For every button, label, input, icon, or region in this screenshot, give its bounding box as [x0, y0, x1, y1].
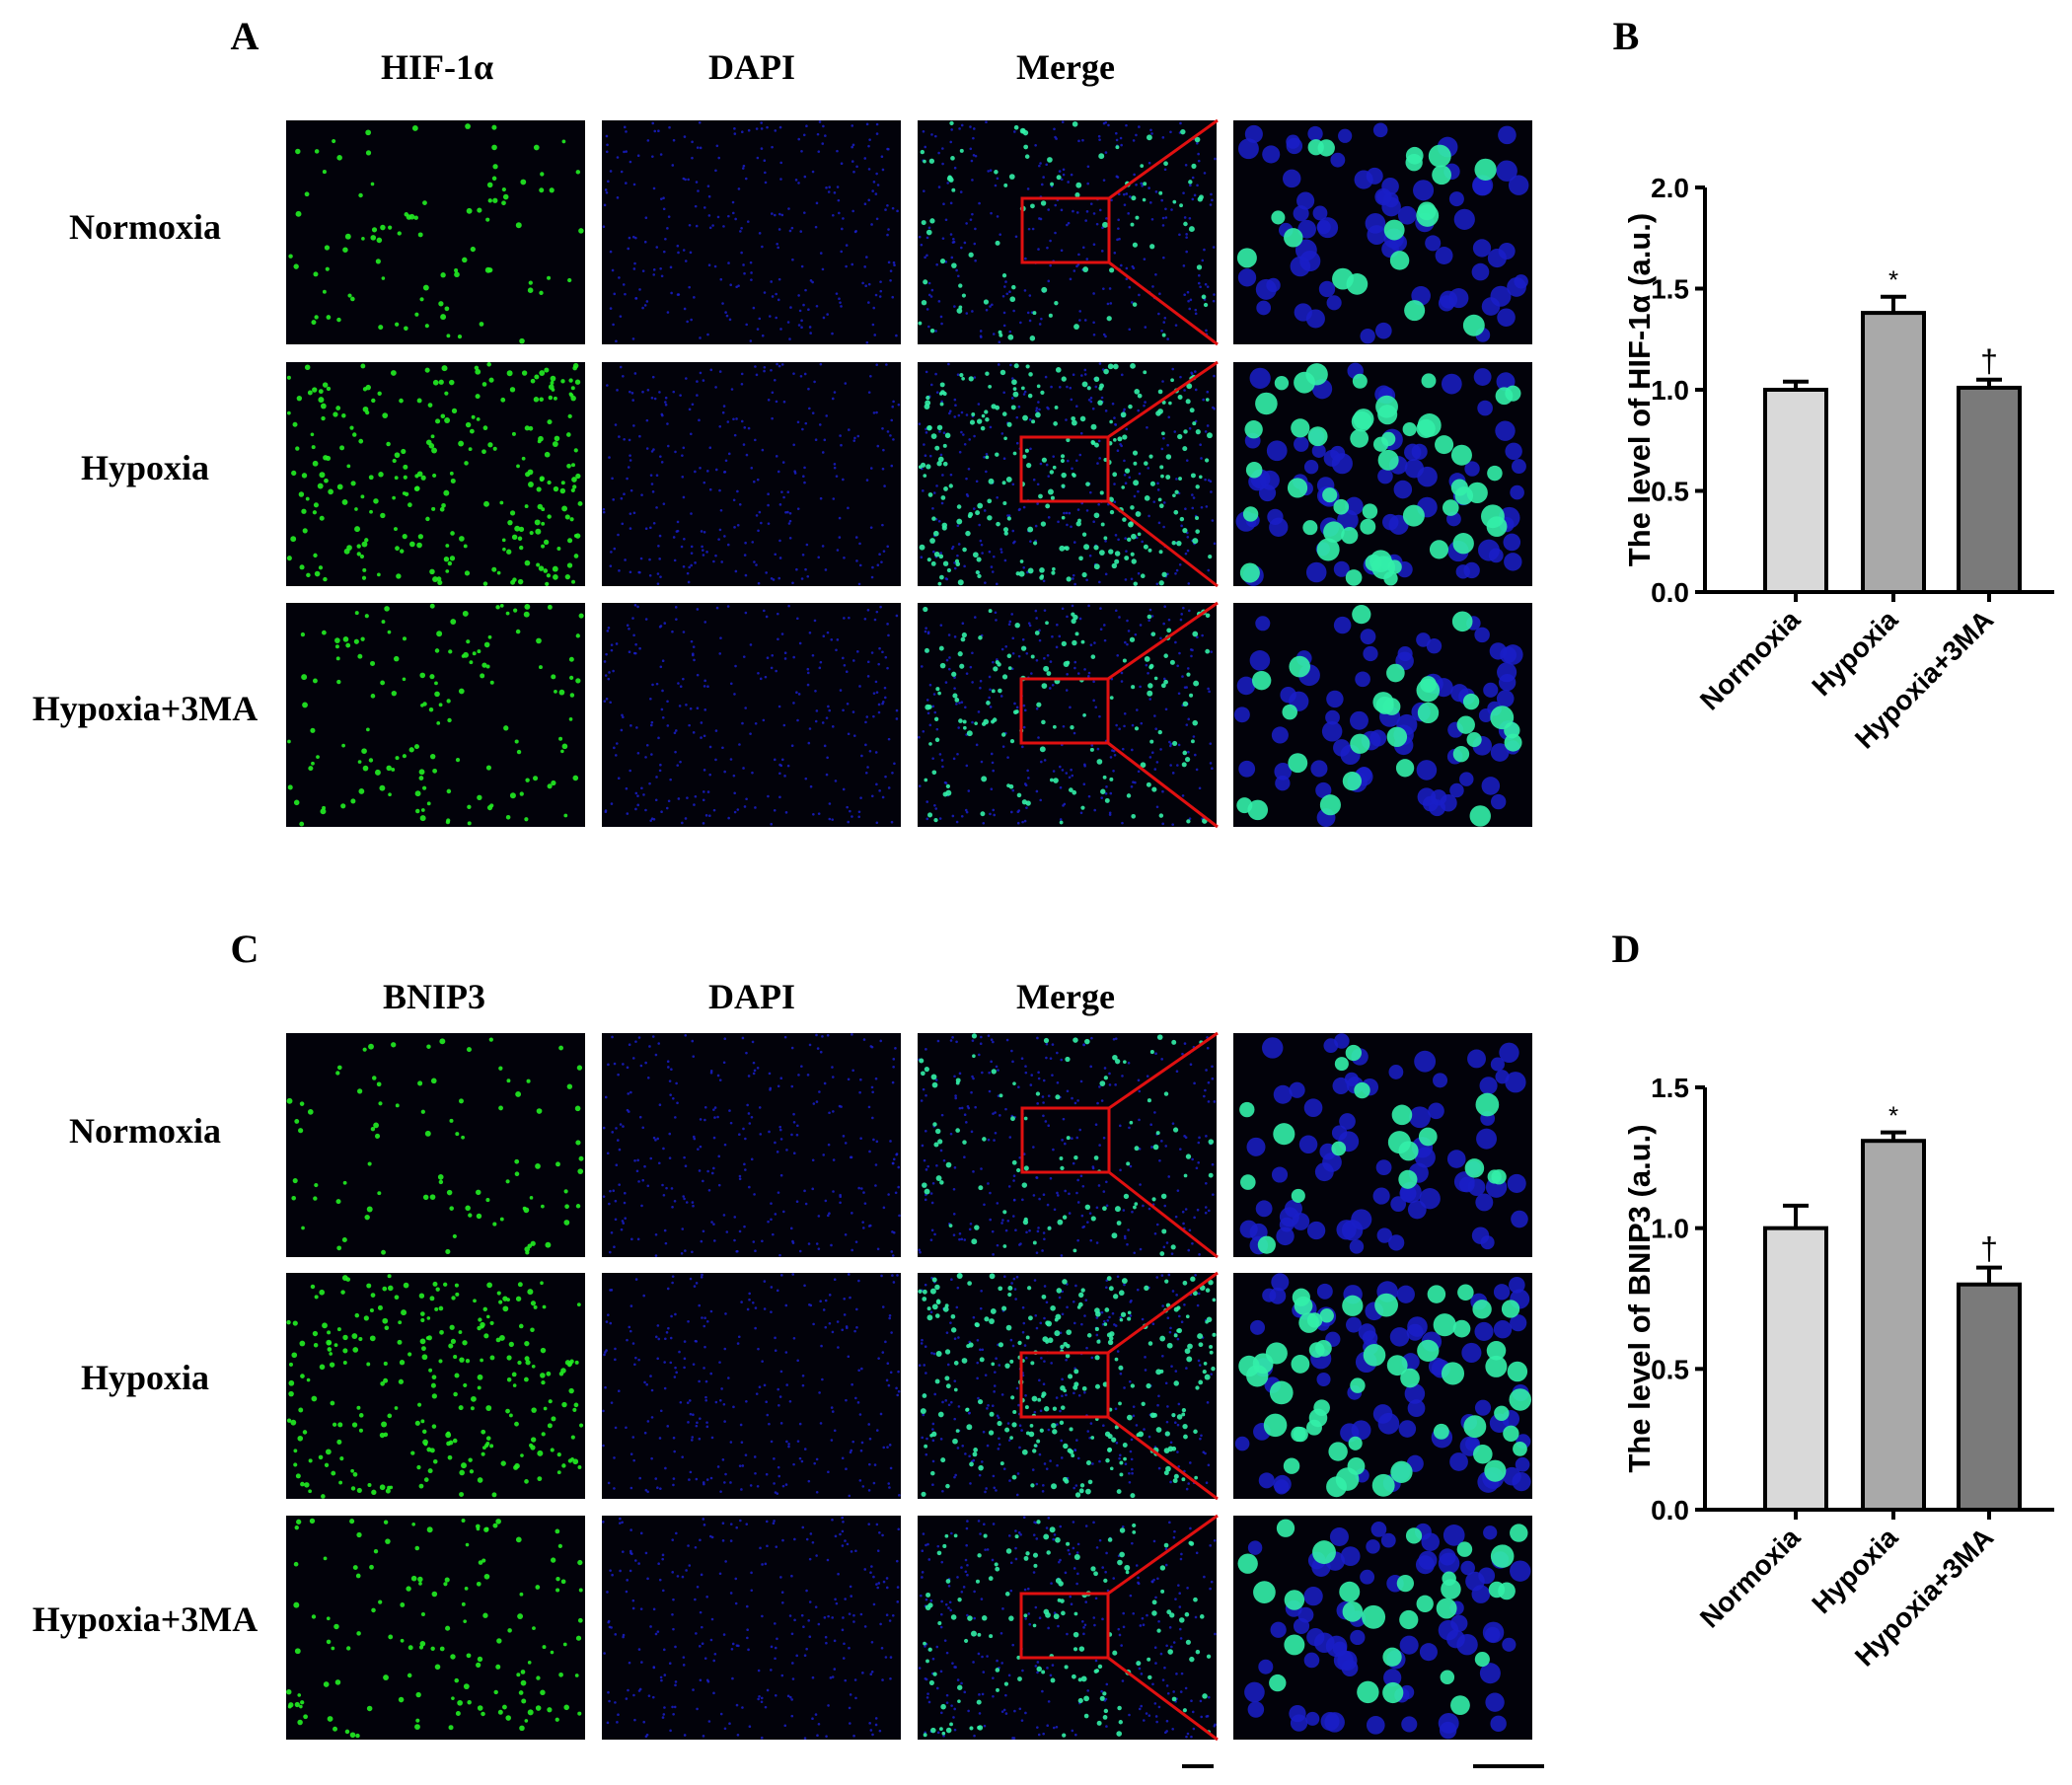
y-tick-label: 1.0 [1651, 375, 1689, 406]
bar [1957, 385, 2022, 595]
panel-c-tile-r1-c4 [1233, 1033, 1532, 1257]
panel-a-tile-r3-c1 [286, 603, 585, 827]
row-label-c-normoxia: Normoxia [69, 1111, 221, 1151]
panel-a-tile-r1-c4 [1233, 120, 1532, 344]
row-label-c-hypoxia: Hypoxia [81, 1358, 209, 1397]
y-tick-label: 0.5 [1651, 477, 1689, 507]
panel-c-tile-r2-c4 [1233, 1273, 1532, 1499]
panel-c-tile-r2-c3 [918, 1271, 1219, 1501]
panel-c-tile-r2-c2 [602, 1273, 901, 1499]
significance-marker: † [1980, 1231, 1998, 1267]
panel-a-tile-r3-c3 [918, 601, 1219, 829]
bar [1957, 1282, 2022, 1512]
significance-marker: † [1980, 343, 1998, 379]
bar [1861, 1139, 1926, 1513]
panel-letter-d: D [1612, 927, 1641, 971]
significance-marker: * [1888, 265, 1898, 295]
panel-a-tile-r2-c3 [918, 360, 1219, 588]
significance-marker: * [1888, 1101, 1898, 1131]
panel-a-tile-r1-c2 [602, 120, 901, 344]
x-tick-label: Normoxia [1694, 604, 1807, 716]
panel-c-tile-r1-c3 [918, 1031, 1219, 1259]
panel-c-zoom-box-r1 [1020, 1106, 1111, 1174]
panel-a-tile-r2-c4 [1233, 362, 1532, 586]
x-tick-label: Hypoxia [1806, 1522, 1903, 1619]
x-tick-label: Normoxia [1694, 1522, 1807, 1634]
panel-a-tile-r1-c1 [286, 120, 585, 344]
row-label-c-hypoxia-3ma: Hypoxia+3MA [33, 1599, 259, 1639]
panel-c-tile-r3-c2 [602, 1516, 901, 1740]
row-label-a-normoxia: Normoxia [69, 207, 221, 247]
y-axis-label: The level of HIF-1α (a.u.) [1622, 213, 1657, 566]
micrograph-grid [286, 118, 1532, 1742]
panel-a-tile-r3-c4 [1233, 603, 1532, 827]
panel-letter-b: B [1613, 14, 1640, 58]
col-label-dapi-c: DAPI [708, 977, 795, 1016]
panel-c-tile-r3-c3 [918, 1514, 1219, 1742]
y-tick-label: 1.5 [1651, 274, 1689, 305]
y-tick-label: 0.5 [1651, 1354, 1689, 1384]
panel-a-tile-r2-c1 [286, 362, 585, 586]
y-tick-label: 1.5 [1651, 1073, 1689, 1103]
y-tick-label: 0.0 [1651, 577, 1689, 608]
panel-letter-c: C [231, 927, 259, 971]
bar [1861, 311, 1926, 594]
chart-b: 0.0 0.5 1.0 1.5 2.0 The level of HIF-1α (a.u.… [1622, 173, 2054, 755]
panel-c-zoom-box-r3 [1019, 1592, 1110, 1660]
x-tick-label: Hypoxia [1806, 604, 1903, 702]
bar [1763, 1226, 1828, 1512]
panel-c-tile-r3-c1 [286, 1516, 585, 1740]
col-label-hif: HIF-1α [381, 47, 493, 87]
panel-a-zoom-box-r3 [1019, 677, 1110, 745]
y-tick-label: 1.0 [1651, 1214, 1689, 1244]
panel-letter-a: A [231, 14, 259, 58]
col-label-dapi-a: DAPI [708, 47, 795, 87]
bar [1763, 388, 1828, 594]
row-label-a-hypoxia: Hypoxia [81, 448, 209, 487]
y-tick-label: 2.0 [1651, 173, 1689, 203]
panel-a-zoom-box-r1 [1020, 196, 1111, 264]
col-label-merge-a: Merge [1016, 47, 1115, 87]
y-axis-label: The level of BNIP3 (a.u.) [1622, 1124, 1657, 1472]
y-tick-label: 0.0 [1651, 1495, 1689, 1525]
panel-a-tile-r3-c2 [602, 603, 901, 827]
panel-c-tile-r1-c2 [602, 1033, 901, 1257]
row-label-a-hypoxia-3ma: Hypoxia+3MA [33, 689, 259, 728]
panel-c-tile-r2-c1 [286, 1273, 585, 1499]
panel-a-zoom-box-r2 [1019, 435, 1110, 503]
panel-a-tile-r1-c3 [918, 118, 1219, 346]
panel-c-tile-r1-c1 [286, 1033, 585, 1257]
panel-c-zoom-box-r2 [1019, 1351, 1110, 1419]
chart-d: 0.0 0.5 1.0 1.5 The level of BNIP3 (a.u.) Nor… [1622, 1073, 2054, 1673]
col-label-merge-c: Merge [1016, 977, 1115, 1016]
panel-a-tile-r2-c2 [602, 362, 901, 586]
panel-c-tile-r3-c4 [1233, 1516, 1532, 1740]
col-label-bnip3: BNIP3 [383, 977, 485, 1016]
